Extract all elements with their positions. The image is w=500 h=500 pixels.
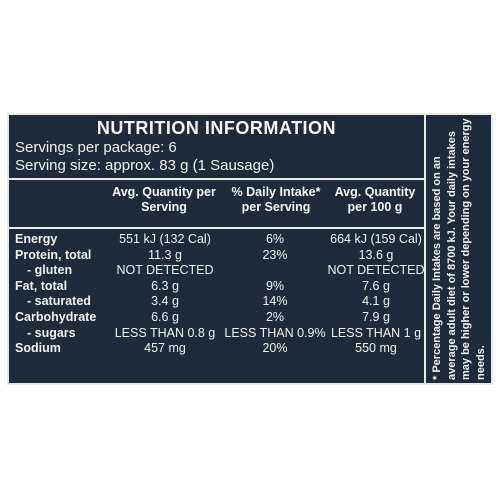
daily-intake-footnote: * Percentage Daily Intakes are based on … bbox=[430, 118, 487, 380]
servings-per-package: Servings per package: 6 bbox=[15, 139, 177, 156]
row-label: Energy bbox=[15, 232, 58, 246]
side-divider bbox=[424, 115, 426, 383]
table-row: Energy 551 kJ (132 Cal) 6% 664 kJ (159 C… bbox=[9, 232, 424, 248]
table-row: Sodium 457 mg 20% 550 mg bbox=[9, 341, 424, 357]
row-label: Sodium bbox=[15, 341, 61, 356]
row-daily-intake: 9% bbox=[265, 278, 285, 293]
panel-title: NUTRITION INFORMATION bbox=[96, 118, 337, 138]
row-daily-intake: 14% bbox=[262, 294, 288, 309]
row-per-serving: 551 kJ (132 Cal) bbox=[119, 232, 211, 246]
table-row: - gluten NOT DETECTED NOT DETECTED bbox=[9, 263, 425, 279]
row-daily-intake: 23% bbox=[262, 247, 288, 262]
row-per-100g: NOT DETECTED bbox=[327, 263, 425, 278]
row-per-serving: LESS THAN 0.8 g bbox=[114, 325, 216, 340]
row-per-100g: 13.6 g bbox=[358, 247, 394, 262]
row-daily-intake: 20% bbox=[262, 341, 288, 356]
divider-header bbox=[9, 227, 424, 229]
column-header-daily-intake: % Daily Intake* per Serving bbox=[231, 185, 321, 214]
row-label: Carbohydrate bbox=[15, 309, 97, 324]
row-daily-intake: 6% bbox=[265, 232, 285, 246]
table-row: Protein, total 11.3 g 23% 13.6 g bbox=[9, 248, 424, 264]
row-per-100g: 7.6 g bbox=[362, 278, 390, 293]
table-row: - saturated 3.4 g 14% 4.1 g bbox=[9, 294, 424, 310]
row-per-serving: 6.3 g bbox=[151, 278, 179, 293]
serving-size: Serving size: approx. 83 g (1 Sausage) bbox=[15, 157, 275, 174]
row-per-serving: 457 mg bbox=[144, 341, 186, 356]
row-per-serving: 11.3 g bbox=[148, 247, 182, 262]
nutrition-table-area: NUTRITION INFORMATION Servings per packa… bbox=[9, 115, 425, 383]
row-per-100g: 664 kJ (159 Cal) bbox=[330, 232, 422, 246]
row-per-100g: 550 mg bbox=[355, 341, 397, 356]
row-daily-intake: LESS THAN 0.9% bbox=[224, 325, 326, 340]
row-label: - saturated bbox=[27, 294, 91, 309]
row-per-100g: 7.9 g bbox=[362, 309, 390, 324]
column-header-per-serving: Avg. Quantity per Serving bbox=[112, 185, 216, 214]
divider-top bbox=[9, 178, 424, 180]
column-header-per-100g: Avg. Quantity per 100 g bbox=[334, 185, 416, 214]
row-label: Fat, total bbox=[15, 278, 68, 293]
table-row: - sugars LESS THAN 0.8 g LESS THAN 0.9% … bbox=[9, 326, 424, 342]
nutrient-rows: Energy 551 kJ (132 Cal) 6% 664 kJ (159 C… bbox=[9, 232, 425, 357]
row-per-serving: 6.6 g bbox=[151, 309, 179, 324]
row-label: Protein, total bbox=[15, 247, 92, 262]
row-label: - gluten bbox=[27, 263, 73, 278]
row-daily-intake: 2% bbox=[265, 309, 285, 324]
nutrition-panel: NUTRITION INFORMATION Servings per packa… bbox=[7, 113, 493, 385]
row-per-serving: NOT DETECTED bbox=[116, 263, 214, 278]
row-per-100g: 4.1 g bbox=[362, 294, 390, 309]
row-per-serving: 3.4 g bbox=[151, 294, 179, 309]
row-label: - sugars bbox=[27, 325, 76, 340]
footnote-column: * Percentage Daily Intakes are based on … bbox=[426, 115, 491, 383]
table-row: Fat, total 6.3 g 9% 7.6 g bbox=[9, 279, 424, 295]
table-row: Carbohydrate 6.6 g 2% 7.9 g bbox=[9, 310, 424, 326]
row-per-100g: LESS THAN 1 g bbox=[330, 325, 422, 340]
